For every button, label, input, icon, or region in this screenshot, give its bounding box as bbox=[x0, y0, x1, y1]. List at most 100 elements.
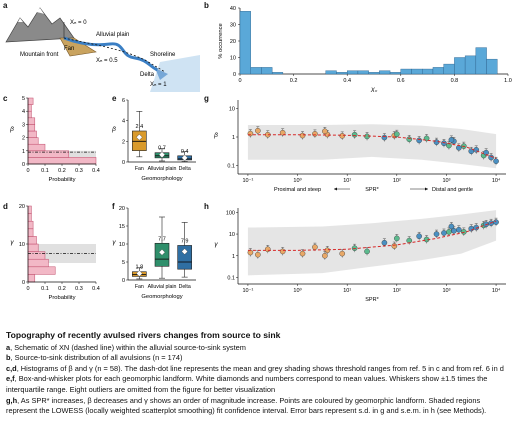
delta-label: Delta bbox=[140, 72, 155, 78]
mean-value-label: 1.8 bbox=[136, 265, 144, 271]
data-point bbox=[299, 132, 306, 139]
histogram-bar bbox=[379, 70, 391, 75]
data-point bbox=[312, 244, 318, 250]
data-point bbox=[255, 127, 261, 134]
y-axis-label: % occurrence bbox=[218, 23, 224, 58]
y-tick-label: 0 bbox=[233, 72, 236, 78]
panel-d-letter: d bbox=[3, 202, 8, 211]
y-tick-label: 20 bbox=[19, 204, 25, 210]
panel-c-letter: c bbox=[3, 94, 8, 103]
histogram-bar bbox=[27, 130, 37, 138]
mean-diamond bbox=[136, 133, 143, 141]
x-tick-label: 10⁻¹ bbox=[242, 288, 253, 294]
x-tick-label: 10⁴ bbox=[492, 177, 501, 184]
mean-value-label: 0.4 bbox=[181, 149, 189, 155]
histogram-bar bbox=[27, 117, 36, 125]
x-axis-label: Geomorphology bbox=[141, 294, 182, 300]
x-tick-label: 10⁴ bbox=[492, 287, 501, 294]
data-point bbox=[381, 239, 388, 246]
histogram-bar bbox=[27, 97, 34, 105]
data-point bbox=[247, 130, 254, 137]
y-tick-label: 10 bbox=[230, 56, 236, 62]
histogram-c-svg: 0 1 2 3 4 5 0 0.1 0.2 0.3 0.4 Probability β bbox=[9, 96, 100, 183]
x-tick-label: 10⁰ bbox=[293, 177, 302, 184]
caption-item-a: a, Schematic of XN (dashed line) within … bbox=[6, 343, 510, 354]
data-point bbox=[461, 229, 467, 235]
histogram-bar bbox=[239, 11, 251, 75]
y-axis-label: γ bbox=[214, 241, 218, 248]
data-point bbox=[493, 158, 499, 164]
histogram-bar bbox=[346, 70, 359, 75]
schematic-svg: Xₙ = 0 Alluvial plain Fan Shoreline Xₙ =… bbox=[5, 7, 200, 92]
data-point bbox=[446, 229, 452, 235]
histogram-bar bbox=[27, 157, 97, 165]
box bbox=[132, 130, 147, 151]
histogram-bar bbox=[27, 137, 39, 145]
y-tick-label: 10 bbox=[19, 242, 25, 248]
data-point bbox=[456, 226, 462, 233]
x-tick-label: 10³ bbox=[442, 288, 450, 294]
annotation-right: Distal and gentle bbox=[432, 187, 473, 193]
histogram-bar bbox=[486, 58, 498, 75]
x-tick-label: 0.4 bbox=[92, 286, 100, 292]
panel-a: a Xₙ = 0 Alluvial plain Fan Shoreline Xₙ… bbox=[0, 0, 200, 92]
y-axis-label: β bbox=[111, 126, 116, 133]
y-tick-label: 4 bbox=[122, 119, 125, 125]
mean-value-label: 7.9 bbox=[181, 238, 189, 244]
y-tick-label: 20 bbox=[119, 206, 125, 212]
x-tick-label: 10² bbox=[393, 288, 401, 294]
sea bbox=[150, 55, 200, 92]
alluvial-label: Alluvial plain bbox=[96, 32, 129, 38]
histogram-bar bbox=[27, 236, 37, 245]
caption-item-b: b, Source-to-sink distribution of all av… bbox=[6, 353, 510, 364]
annotation-spr: SPR* bbox=[365, 297, 379, 303]
data-point bbox=[312, 131, 318, 137]
histogram-bar bbox=[464, 55, 477, 75]
histogram-bar bbox=[27, 258, 49, 268]
x-tick-label: 0.2 bbox=[58, 168, 66, 174]
data-point bbox=[416, 137, 422, 144]
scatter-h-svg: 0.1 1 10 100 10⁻¹ 10⁰ 10¹ 10² 10³ 10⁴ γ SPR* bbox=[214, 208, 506, 303]
data-point bbox=[448, 137, 455, 143]
data-point bbox=[324, 247, 331, 254]
histogram-bar bbox=[325, 70, 337, 75]
annotation-spr: SPR* bbox=[365, 187, 379, 193]
x-tick-label: 0 bbox=[26, 168, 29, 174]
caption-item-cd: c,d, Histograms of β and γ (n = 58). The… bbox=[6, 364, 510, 375]
x-tick-label: 0.1 bbox=[41, 168, 49, 174]
y-tick-label: 1 bbox=[22, 149, 25, 155]
y-tick-label: 0 bbox=[122, 278, 125, 284]
x-axis-label: Xₙ bbox=[370, 88, 378, 94]
y-tick-label: 4 bbox=[22, 109, 25, 115]
x-tick-label: 0 bbox=[26, 286, 29, 292]
data-point bbox=[299, 250, 306, 257]
panel-g-letter: g bbox=[204, 94, 209, 103]
x-tick-label: 10⁰ bbox=[293, 287, 302, 294]
panel-f: f 0 5 10 15 20 1.8 Fan 7.7 Alluvial plain 7.9 Delt… bbox=[108, 200, 200, 310]
x-tick-label: 0.2 bbox=[290, 78, 298, 84]
delta-lobe bbox=[155, 68, 168, 80]
caption-text: , Schematic of XN (dashed line) within t… bbox=[10, 342, 246, 352]
boxplot-e-svg: 0 2 4 6 2.4 Fan 0.7 Alluvial plain 0.4 Delta Geomo… bbox=[111, 98, 196, 182]
scatter-g-svg: 0.1 1 10 10⁻¹ 10⁰ 10¹ 10² 10³ 10⁴ β Proximal and s… bbox=[213, 100, 506, 193]
histogram-bar bbox=[389, 72, 402, 75]
y-tick-label: 20 bbox=[230, 39, 236, 45]
histogram-bar bbox=[271, 72, 284, 75]
data-point bbox=[416, 233, 422, 240]
histogram-bar bbox=[357, 70, 369, 75]
data-point bbox=[394, 131, 400, 137]
x-tick-label: 0 bbox=[238, 78, 241, 84]
histogram-bar bbox=[27, 143, 46, 152]
category-label: Fan bbox=[135, 166, 144, 172]
panel-g: g 0.1 1 10 10⁻¹ 10⁰ 10¹ 10² 10³ 10⁴ β Proximal and… bbox=[200, 92, 515, 200]
caption-tag: c,d bbox=[6, 363, 17, 373]
caption-tag: g,h bbox=[6, 395, 18, 405]
y-tick-label: 10 bbox=[229, 232, 235, 238]
histogram-b-svg: 0 10 20 30 40 0 0.2 0.4 0.6 0.8 1.0 Xₙ % occurrence bbox=[218, 6, 512, 94]
histogram-bar bbox=[261, 67, 273, 75]
data-point bbox=[433, 231, 440, 237]
xn-dashed-line bbox=[63, 37, 166, 73]
data-point bbox=[441, 230, 447, 236]
fan-label: Fan bbox=[64, 46, 74, 52]
histogram-bar bbox=[454, 57, 466, 75]
